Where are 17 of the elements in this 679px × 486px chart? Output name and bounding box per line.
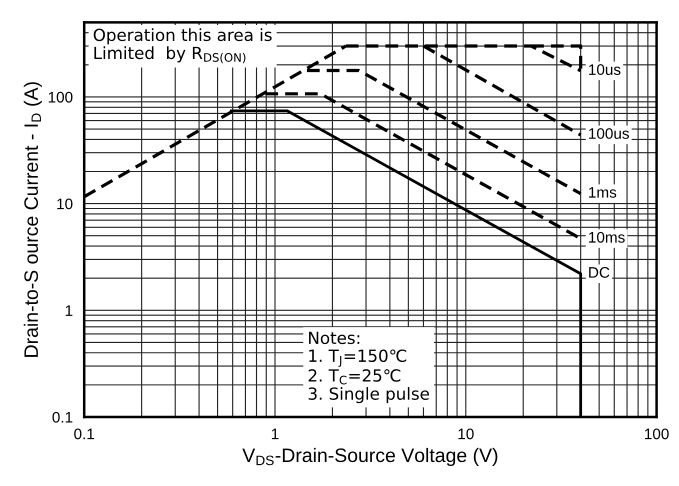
y-tick-label: 10	[57, 198, 72, 210]
annotation: 100us	[589, 128, 629, 139]
annotation: DC	[589, 267, 610, 278]
y-tick-label: 100	[48, 92, 72, 103]
annotation: Operation this area is Limited by R$_{DS(ON)}$	[94, 28, 272, 64]
y-tick-label: 0.1	[52, 412, 72, 423]
x-axis-title: V$_{DS}$-Drain-Source Voltage (V)	[242, 448, 498, 466]
annotation: 1ms	[589, 187, 616, 198]
x-tick-label: 100	[645, 428, 669, 440]
x-tick-label: 10	[458, 428, 474, 440]
annotation: 10ms	[589, 232, 625, 243]
y-tick-label: 1	[66, 305, 72, 316]
x-tick-label: 0.1	[74, 428, 94, 440]
y-axis-title: Drain-to-S ource Current - I$_{D}$ (A)	[24, 82, 42, 357]
x-tick-label: 1	[272, 428, 278, 440]
annotation: 10us	[589, 64, 620, 75]
annotation: Notes: 1. T$_{J}$=150℃ 2. T$_{C}$=25℃ 3. Single pulse	[308, 332, 429, 404]
